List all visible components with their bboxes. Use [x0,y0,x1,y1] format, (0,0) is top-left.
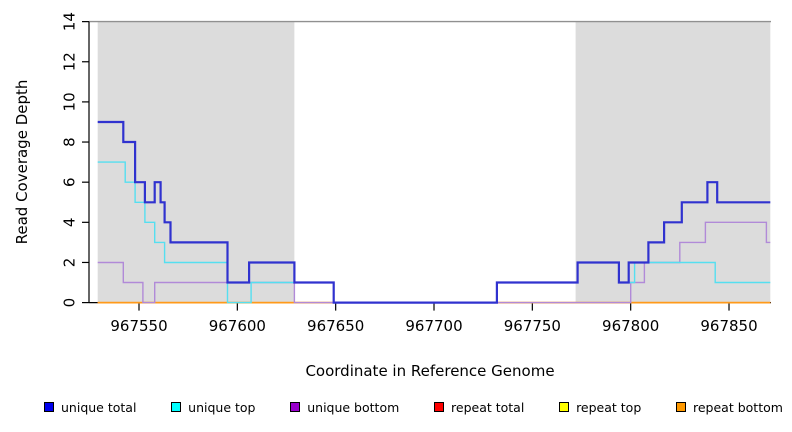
legend-item-repeat-top: repeat top [559,400,641,415]
y-tick-label: 8 [61,137,79,147]
legend-swatch-repeat-bottom [676,402,686,412]
y-tick-label: 14 [61,12,79,31]
y-tick-label: 2 [61,258,79,268]
y-tick-label: 0 [61,298,79,308]
legend-swatch-repeat-total [434,402,445,412]
legend-item-repeat-total: repeat total [434,400,524,415]
x-axis-title: Coordinate in Reference Genome [305,362,555,380]
legend-item-unique-total: unique total [44,400,136,415]
legend-item-unique-bottom: unique bottom [290,400,399,415]
legend-item-repeat-bottom: repeat bottom [676,400,783,415]
x-tick-label: 967600 [209,317,266,335]
y-tick-label: 12 [61,52,79,71]
legend-label-unique-top: unique top [188,399,256,415]
shaded-region-1 [97,21,295,304]
x-tick-label: 967700 [405,317,462,335]
x-tick-label: 967750 [504,317,561,335]
legend-swatch-unique-total [44,402,54,412]
legend-swatch-unique-top [171,402,182,412]
legend-label-repeat-bottom: repeat bottom [693,399,783,415]
series-line-unique-total [97,120,771,304]
legend: unique total unique top unique bottom re… [44,398,783,416]
y-tick-label: 6 [61,177,79,187]
y-tick-label: 4 [61,218,79,228]
x-tick-label: 967800 [602,317,659,335]
legend-label-unique-bottom: unique bottom [307,399,400,415]
shaded-region-2 [575,21,771,304]
legend-label-repeat-top: repeat top [576,399,642,415]
legend-label-unique-total: unique total [61,399,137,415]
x-tick-label: 967550 [110,317,167,335]
y-tick-label: 10 [61,92,79,111]
legend-swatch-repeat-top [559,402,570,412]
x-tick-label: 967650 [307,317,364,335]
legend-item-unique-top: unique top [171,400,255,415]
series-line-unique-bottom [97,221,771,304]
y-axis-title: Read Coverage Depth [13,79,31,245]
legend-swatch-unique-bottom [290,402,301,412]
x-tick-label: 967850 [700,317,757,335]
legend-label-repeat-total: repeat total [451,399,525,415]
